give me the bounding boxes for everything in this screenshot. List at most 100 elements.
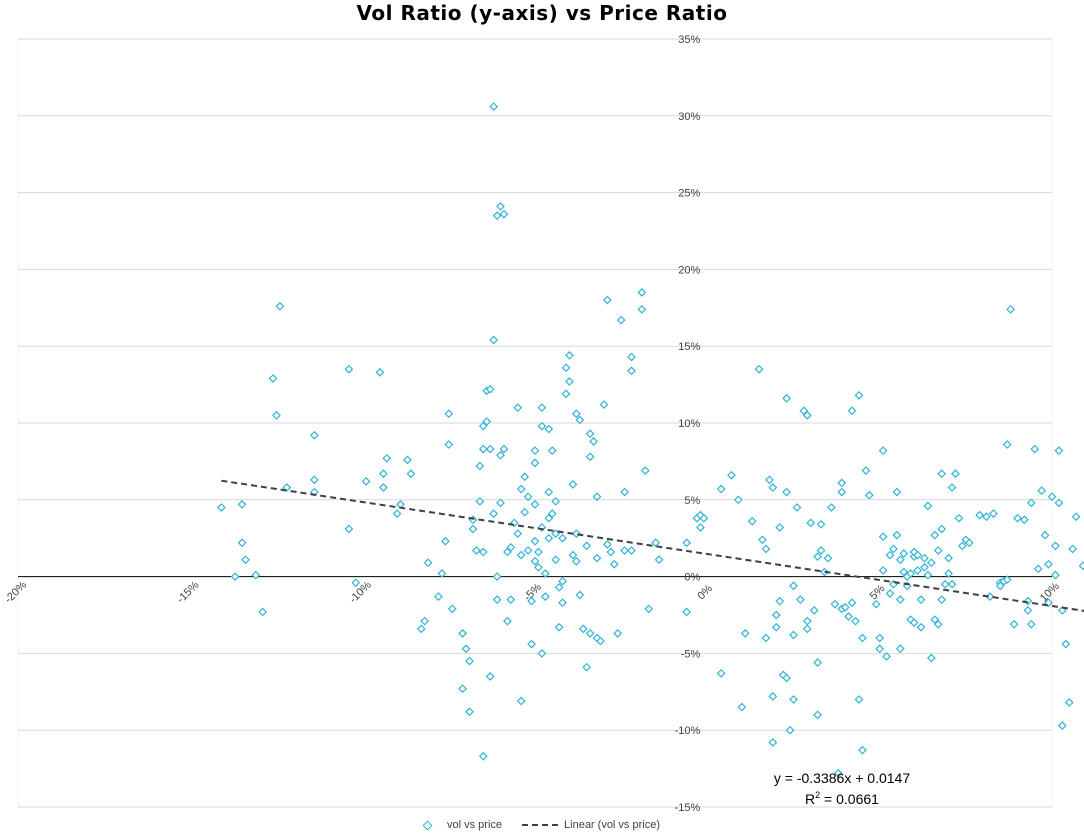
data-point [506, 543, 516, 552]
data-point [1040, 530, 1050, 540]
data-point [637, 304, 647, 314]
data-point [537, 649, 547, 658]
data-point [1078, 561, 1084, 571]
legend: vol vs price Linear (vol vs price) [0, 817, 1084, 833]
data-point [954, 513, 964, 523]
data-point [554, 582, 564, 592]
data-point [592, 553, 602, 563]
data-point [351, 578, 361, 588]
data-point [944, 569, 953, 578]
y-tick-label: 25% [678, 188, 700, 200]
data-point [885, 589, 895, 598]
data-point [682, 607, 692, 617]
data-point [1030, 444, 1040, 454]
trendline-path [221, 479, 1084, 612]
data-point [637, 288, 647, 297]
x-tick-label: 0% [695, 582, 715, 602]
y-tick-label: 30% [678, 111, 700, 123]
data-point [1033, 564, 1043, 574]
data-point [930, 530, 940, 540]
data-point [496, 450, 505, 460]
data-point [827, 503, 836, 512]
data-point [489, 102, 499, 111]
data-point [482, 417, 492, 426]
data-point [840, 602, 850, 612]
data-point [444, 409, 454, 419]
data-point [920, 553, 929, 563]
data-point [461, 644, 471, 654]
data-point [930, 615, 940, 624]
data-point [789, 581, 798, 591]
data-point [775, 523, 785, 532]
data-point [975, 510, 985, 520]
data-point [844, 612, 854, 621]
data-point [947, 483, 957, 492]
data-point [627, 546, 636, 555]
data-point [847, 598, 857, 608]
data-point [237, 538, 247, 548]
data-point [534, 547, 543, 557]
diamond-marker-icon [422, 820, 433, 830]
data-point [878, 446, 888, 456]
data-point [575, 415, 585, 425]
data-point [344, 364, 354, 374]
data-point [537, 403, 547, 413]
trendline [221, 479, 1084, 612]
data-point [892, 530, 902, 540]
data-point [895, 644, 905, 654]
data-point [609, 559, 619, 569]
data-point [475, 496, 485, 506]
data-point [651, 538, 661, 548]
data-point [540, 569, 550, 578]
data-point [813, 552, 823, 562]
data-point [530, 446, 540, 456]
data-point [596, 636, 605, 646]
data-point [582, 662, 592, 672]
data-point [747, 516, 757, 526]
data-point [1071, 512, 1081, 522]
data-point [758, 535, 767, 545]
data-point [506, 595, 516, 605]
x-axis-tick-labels: -20% -15% -10% -5% 0% 5% 10% [3, 579, 1063, 606]
data-point [465, 656, 474, 666]
data-point [696, 523, 705, 532]
data-point [909, 618, 919, 628]
data-point [268, 374, 278, 383]
data-point [1061, 639, 1071, 649]
data-point [923, 501, 933, 511]
data-point [485, 444, 495, 454]
data-point [816, 546, 826, 555]
data-point [534, 562, 543, 572]
x-tick-label: -15% [175, 579, 202, 606]
data-point [565, 351, 574, 360]
data-point [540, 592, 550, 601]
data-point [551, 529, 561, 538]
data-point [558, 598, 567, 608]
data-point [933, 546, 943, 555]
data-point [802, 616, 812, 626]
data-point [768, 692, 778, 701]
data-point [1002, 575, 1012, 585]
data-point [654, 555, 664, 565]
data-point [544, 513, 554, 523]
data-point [916, 595, 926, 605]
data-point [544, 533, 554, 543]
data-point [441, 536, 450, 546]
data-point [1051, 541, 1060, 551]
dashed-line-icon [522, 824, 559, 826]
data-point [216, 503, 226, 512]
data-point [499, 209, 509, 219]
data-point [895, 595, 905, 605]
data-point [444, 440, 454, 449]
data-point [478, 547, 488, 557]
data-point [530, 556, 540, 566]
data-point [1023, 606, 1033, 615]
trendline-equation: y = -0.3386x + 0.0147 [774, 770, 910, 786]
data-point [916, 622, 926, 632]
data-point [403, 455, 412, 465]
data-point [423, 558, 433, 568]
data-point [764, 475, 774, 485]
data-point [933, 619, 943, 629]
data-point [1013, 513, 1022, 523]
data-point [989, 509, 998, 519]
